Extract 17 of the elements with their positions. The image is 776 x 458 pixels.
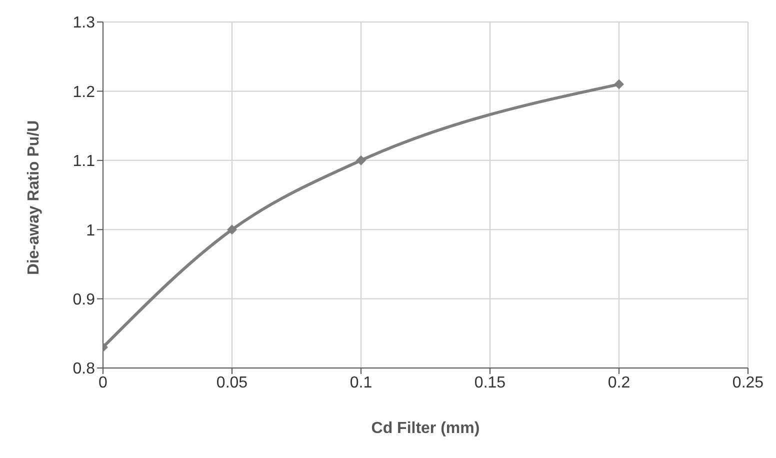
x-tick-label: 0.05: [216, 374, 248, 392]
y-tick-label: 1.3: [72, 14, 96, 32]
x-tick-label: 0: [98, 374, 108, 392]
point: [356, 155, 366, 166]
y-tick-label: 0.8: [72, 360, 96, 378]
x-tick-label: 0.25: [732, 374, 764, 392]
x-tick-label: 0.1: [350, 374, 372, 392]
x-axis-title: Cd Filter (mm): [371, 420, 480, 437]
point: [227, 224, 237, 235]
x-tick-label: 0.15: [474, 374, 506, 392]
y-tick-label: 1: [86, 222, 96, 240]
y-tick-label: 0.9: [72, 291, 96, 308]
y-tick-label: 1.2: [72, 84, 96, 101]
y-tick-label: 1.1: [72, 153, 96, 170]
point: [614, 79, 624, 90]
x-tick-label: 0.2: [608, 374, 630, 392]
y-axis-title: Die-away Ratio Pu/U: [26, 120, 43, 275]
